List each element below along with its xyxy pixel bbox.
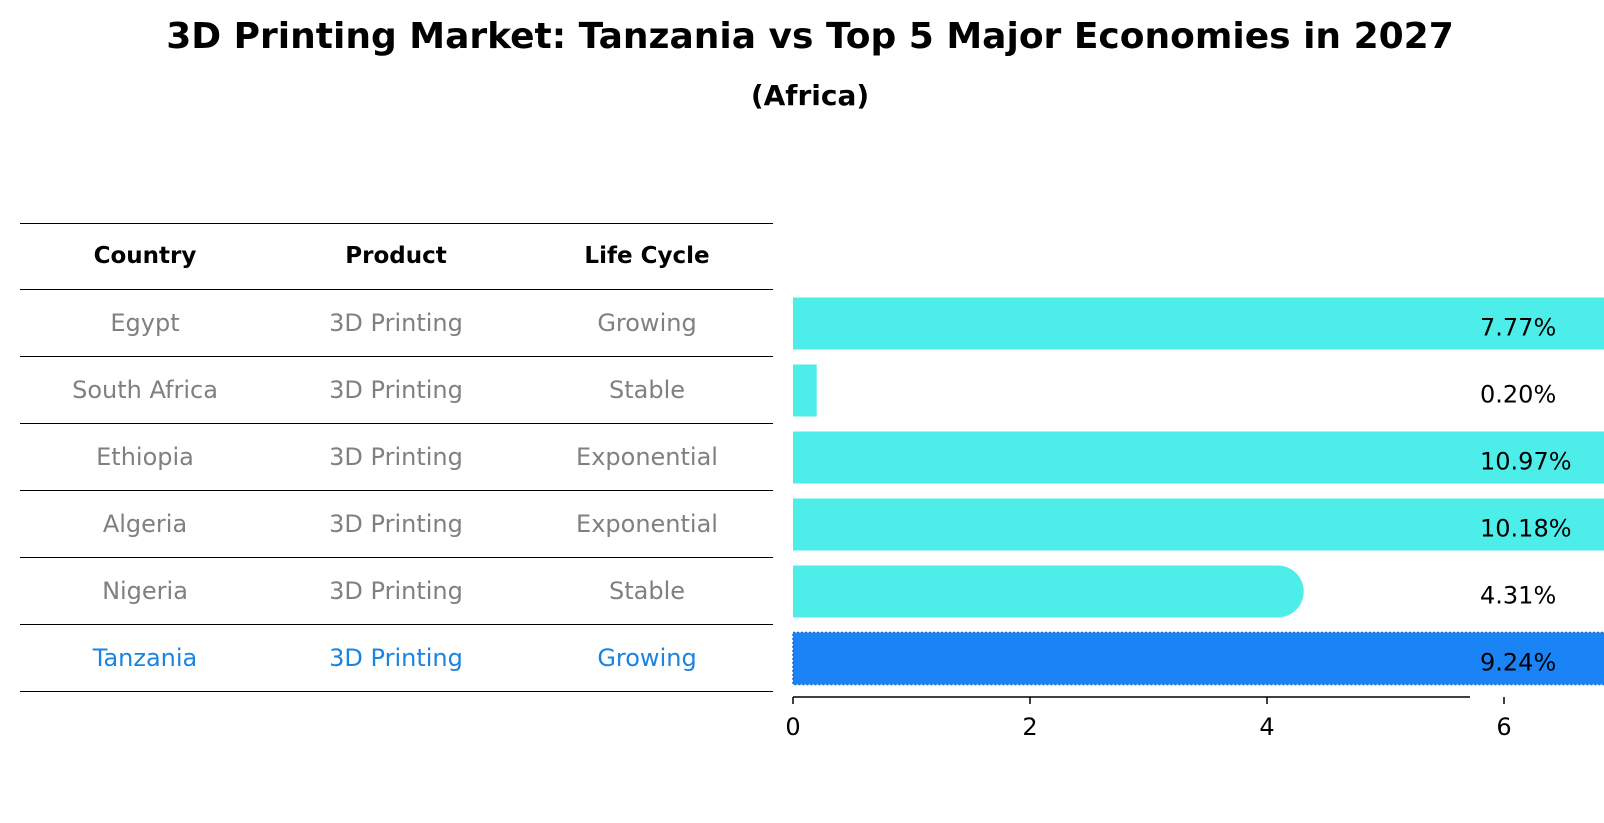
table-row: Algeria 3D Printing Exponential (20, 491, 773, 558)
bar-egypt (793, 297, 1604, 350)
table-row: South Africa 3D Printing Stable (20, 357, 773, 424)
table-rule (20, 223, 773, 224)
table-cell: Ethiopia (96, 443, 194, 471)
data-label: 0.20% (1480, 381, 1556, 409)
table-cell: 3D Printing (329, 577, 463, 605)
table-rule (20, 423, 773, 424)
table-cell: South Africa (72, 376, 218, 404)
table-cell: Nigeria (102, 577, 188, 605)
x-tick-label: 2 (1022, 713, 1037, 741)
bar-tanzania (792, 631, 1604, 686)
table-rule (20, 557, 773, 558)
table-row: Egypt 3D Printing Growing (20, 290, 773, 357)
table-header-cell: Life Cycle (584, 243, 710, 269)
table-row: Nigeria 3D Printing Stable (20, 558, 773, 625)
x-tick-label: 0 (785, 713, 800, 741)
table-rule (20, 490, 773, 491)
data-label: 10.18% (1480, 515, 1572, 543)
bar-south-africa (793, 364, 817, 417)
chart-subtitle: (Africa) (750, 79, 870, 112)
x-tick-label: 6 (1496, 713, 1511, 741)
table-cell: Growing (597, 309, 697, 337)
table-row: Ethiopia 3D Printing Exponential (20, 424, 773, 491)
bar-ethiopia (793, 431, 1604, 484)
table-cell: 3D Printing (329, 510, 463, 538)
table-cell: Algeria (102, 510, 188, 538)
chart-title: 3D Printing Market: Tanzania vs Top 5 Ma… (166, 16, 1454, 57)
table-cell: Tanzania (92, 644, 198, 672)
table-cell: 3D Printing (329, 644, 463, 672)
bar-nigeria (793, 565, 1304, 618)
table-cell: 3D Printing (329, 443, 463, 471)
table-row: Tanzania 3D Printing Growing (20, 625, 773, 692)
data-label: 4.31% (1480, 582, 1556, 610)
x-tick-label: 4 (1259, 713, 1274, 741)
table-cell: Exponential (576, 510, 718, 538)
data-label: 7.77% (1480, 314, 1556, 342)
table-cell: 3D Printing (329, 376, 463, 404)
table-cell: Exponential (576, 443, 718, 471)
table-header: Country Product Life Cycle (20, 223, 773, 290)
table-rule (20, 289, 773, 290)
table-cell: Egypt (110, 309, 180, 337)
table-header-cell: Country (93, 243, 197, 269)
data-label: 10.97% (1480, 448, 1572, 476)
table-header-cell: Product (345, 243, 447, 269)
data-label: 9.24% (1480, 649, 1556, 677)
table-cell: Stable (608, 577, 686, 605)
table-rule (20, 356, 773, 357)
table-rule (20, 624, 773, 625)
bar-algeria (793, 498, 1604, 551)
table-rule (20, 691, 773, 692)
table-cell: Growing (597, 644, 697, 672)
table-cell: 3D Printing (329, 309, 463, 337)
table-cell: Stable (608, 376, 686, 404)
